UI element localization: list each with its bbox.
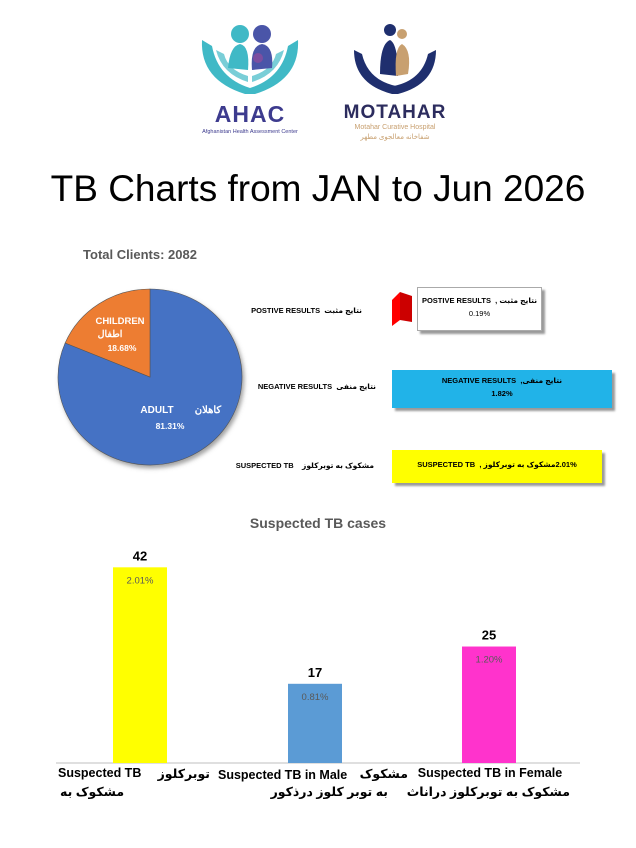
ahac-subtitle: Afghanistan Health Assessment Center — [202, 129, 298, 135]
pie-label-children-fa: اطفال — [98, 329, 123, 340]
category-label-suspected-tb-fa-line1: توبرکلوز — [157, 767, 210, 781]
bar-chart: 42 2.01% 17 0.81% 25 1.20% — [56, 548, 580, 764]
category-label-suspected-tb-fa-line2: مشکوک به — [60, 785, 125, 799]
category-label-suspected-tb: Suspected TB — [58, 766, 142, 780]
category-label-male-fa-line2: به توبر کلوز درذکور — [270, 785, 388, 799]
bar-percent-label-1: 2.01% — [127, 575, 154, 586]
page-title: TB Charts from JAN to Jun 2026 — [50, 168, 586, 209]
pie-label-children: CHILDREN — [95, 316, 144, 327]
pie-label-adult: ADULT — [140, 405, 173, 416]
positive-results-box: POSTIVE RESULTS نتایج مثبت , 0.19% — [417, 287, 542, 331]
ahac-hands-icon — [201, 25, 299, 94]
pie-slice-children — [64, 288, 151, 378]
motahar-logo: MOTAHAR Motahar Curative Hospital شفاخان… — [340, 10, 450, 141]
bar-percent-label-3: 1.20% — [476, 655, 503, 666]
bar-value-label-2: 17 — [308, 665, 322, 680]
suspected-tb-label: SUSPECTED TB مشکوک به توبرکلوز — [235, 461, 374, 470]
positive-results-value: 0.19% — [468, 309, 491, 318]
motahar-hands-icon — [354, 24, 436, 94]
suspected-tb-box: SUSPECTED TB مشکوک به توبرکلوز ,2.01% — [392, 450, 602, 483]
pie-label-adult-fa: کاهلان — [195, 405, 222, 416]
motahar-name: MOTAHAR — [343, 102, 447, 123]
bar-2 — [288, 683, 342, 763]
motahar-subtitle-fa: شفاخانه معالجوی مطهر — [360, 134, 430, 141]
negative-results-value: 1.82% — [491, 389, 513, 398]
bar-value-label-3: 25 — [482, 628, 496, 643]
bar-chart-title: Suspected TB cases — [249, 515, 387, 531]
bar-3 — [462, 646, 516, 763]
pie-chart: ADULT کاهلان 81.31% CHILDREN اطفال 18.68% — [57, 288, 243, 466]
category-label-female-fa: مشکوک به توبرکلوز دراناث — [406, 785, 570, 799]
ahac-name: AHAC — [214, 101, 286, 127]
pie-chart-title: Total Clients: 2082 — [83, 247, 197, 262]
category-label-suspected-tb-male: Suspected TB in Male — [218, 768, 348, 782]
ahac-logo: AHAC Afghanistan Health Assessment Cente… — [190, 10, 310, 140]
suspected-tb-value: 2.01% — [555, 460, 577, 469]
negative-results-box: NEGATIVE RESULTS نتایج منفی, 1.82% — [392, 370, 612, 408]
motahar-subtitle: Motahar Curative Hospital — [354, 124, 436, 131]
category-label-suspected-tb-female: Suspected TB in Female — [417, 766, 563, 780]
negative-results-label: NEGATIVE RESULTS نتایج منفی — [257, 382, 376, 391]
positive-results-label: POSTIVE RESULTS نتایج مثبت — [251, 306, 362, 315]
pie-value-children: 18.68% — [108, 343, 137, 353]
bar-1 — [113, 567, 167, 763]
category-label-male-fa-line1: مشکوک — [359, 767, 408, 781]
bar-percent-label-2: 0.81% — [302, 692, 329, 703]
pie-value-adult: 81.31% — [156, 421, 185, 431]
bar-value-label-1: 42 — [133, 548, 147, 563]
positive-results-marker — [392, 292, 412, 326]
